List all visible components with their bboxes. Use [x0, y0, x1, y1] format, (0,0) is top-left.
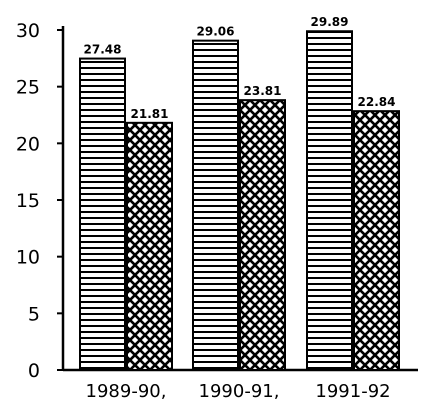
bar-value-label: 23.81 [244, 84, 282, 98]
x-category-label: 1989-90, [86, 381, 167, 402]
y-tick-label: 30 [16, 20, 40, 42]
bar [306, 30, 353, 371]
bar-value-label: 29.06 [197, 25, 235, 39]
bar-value-label: 27.48 [84, 43, 122, 57]
y-tick-label: 25 [16, 77, 40, 99]
bar [353, 110, 400, 371]
y-tick-label: 10 [16, 247, 40, 269]
bars [79, 30, 400, 372]
bar [126, 121, 173, 371]
y-tick-label: 0 [28, 360, 40, 382]
x-category-label: 1990-91, [199, 381, 280, 402]
bar-value-label: 21.81 [131, 107, 169, 121]
bar-value-label: 22.84 [358, 95, 396, 109]
labels: 27.48 21.81 1989-90, 29.06 23.81 1990-91, 29.8… [84, 15, 396, 402]
y-tick-label: 15 [16, 190, 40, 212]
y-tick-label: 5 [28, 303, 40, 325]
bar [239, 99, 286, 372]
y-tick-label: 20 [16, 133, 40, 155]
bar [192, 39, 239, 372]
x-category-label: 1991-92 [315, 381, 390, 402]
bar [79, 57, 126, 372]
bar-value-label: 29.89 [311, 15, 349, 29]
